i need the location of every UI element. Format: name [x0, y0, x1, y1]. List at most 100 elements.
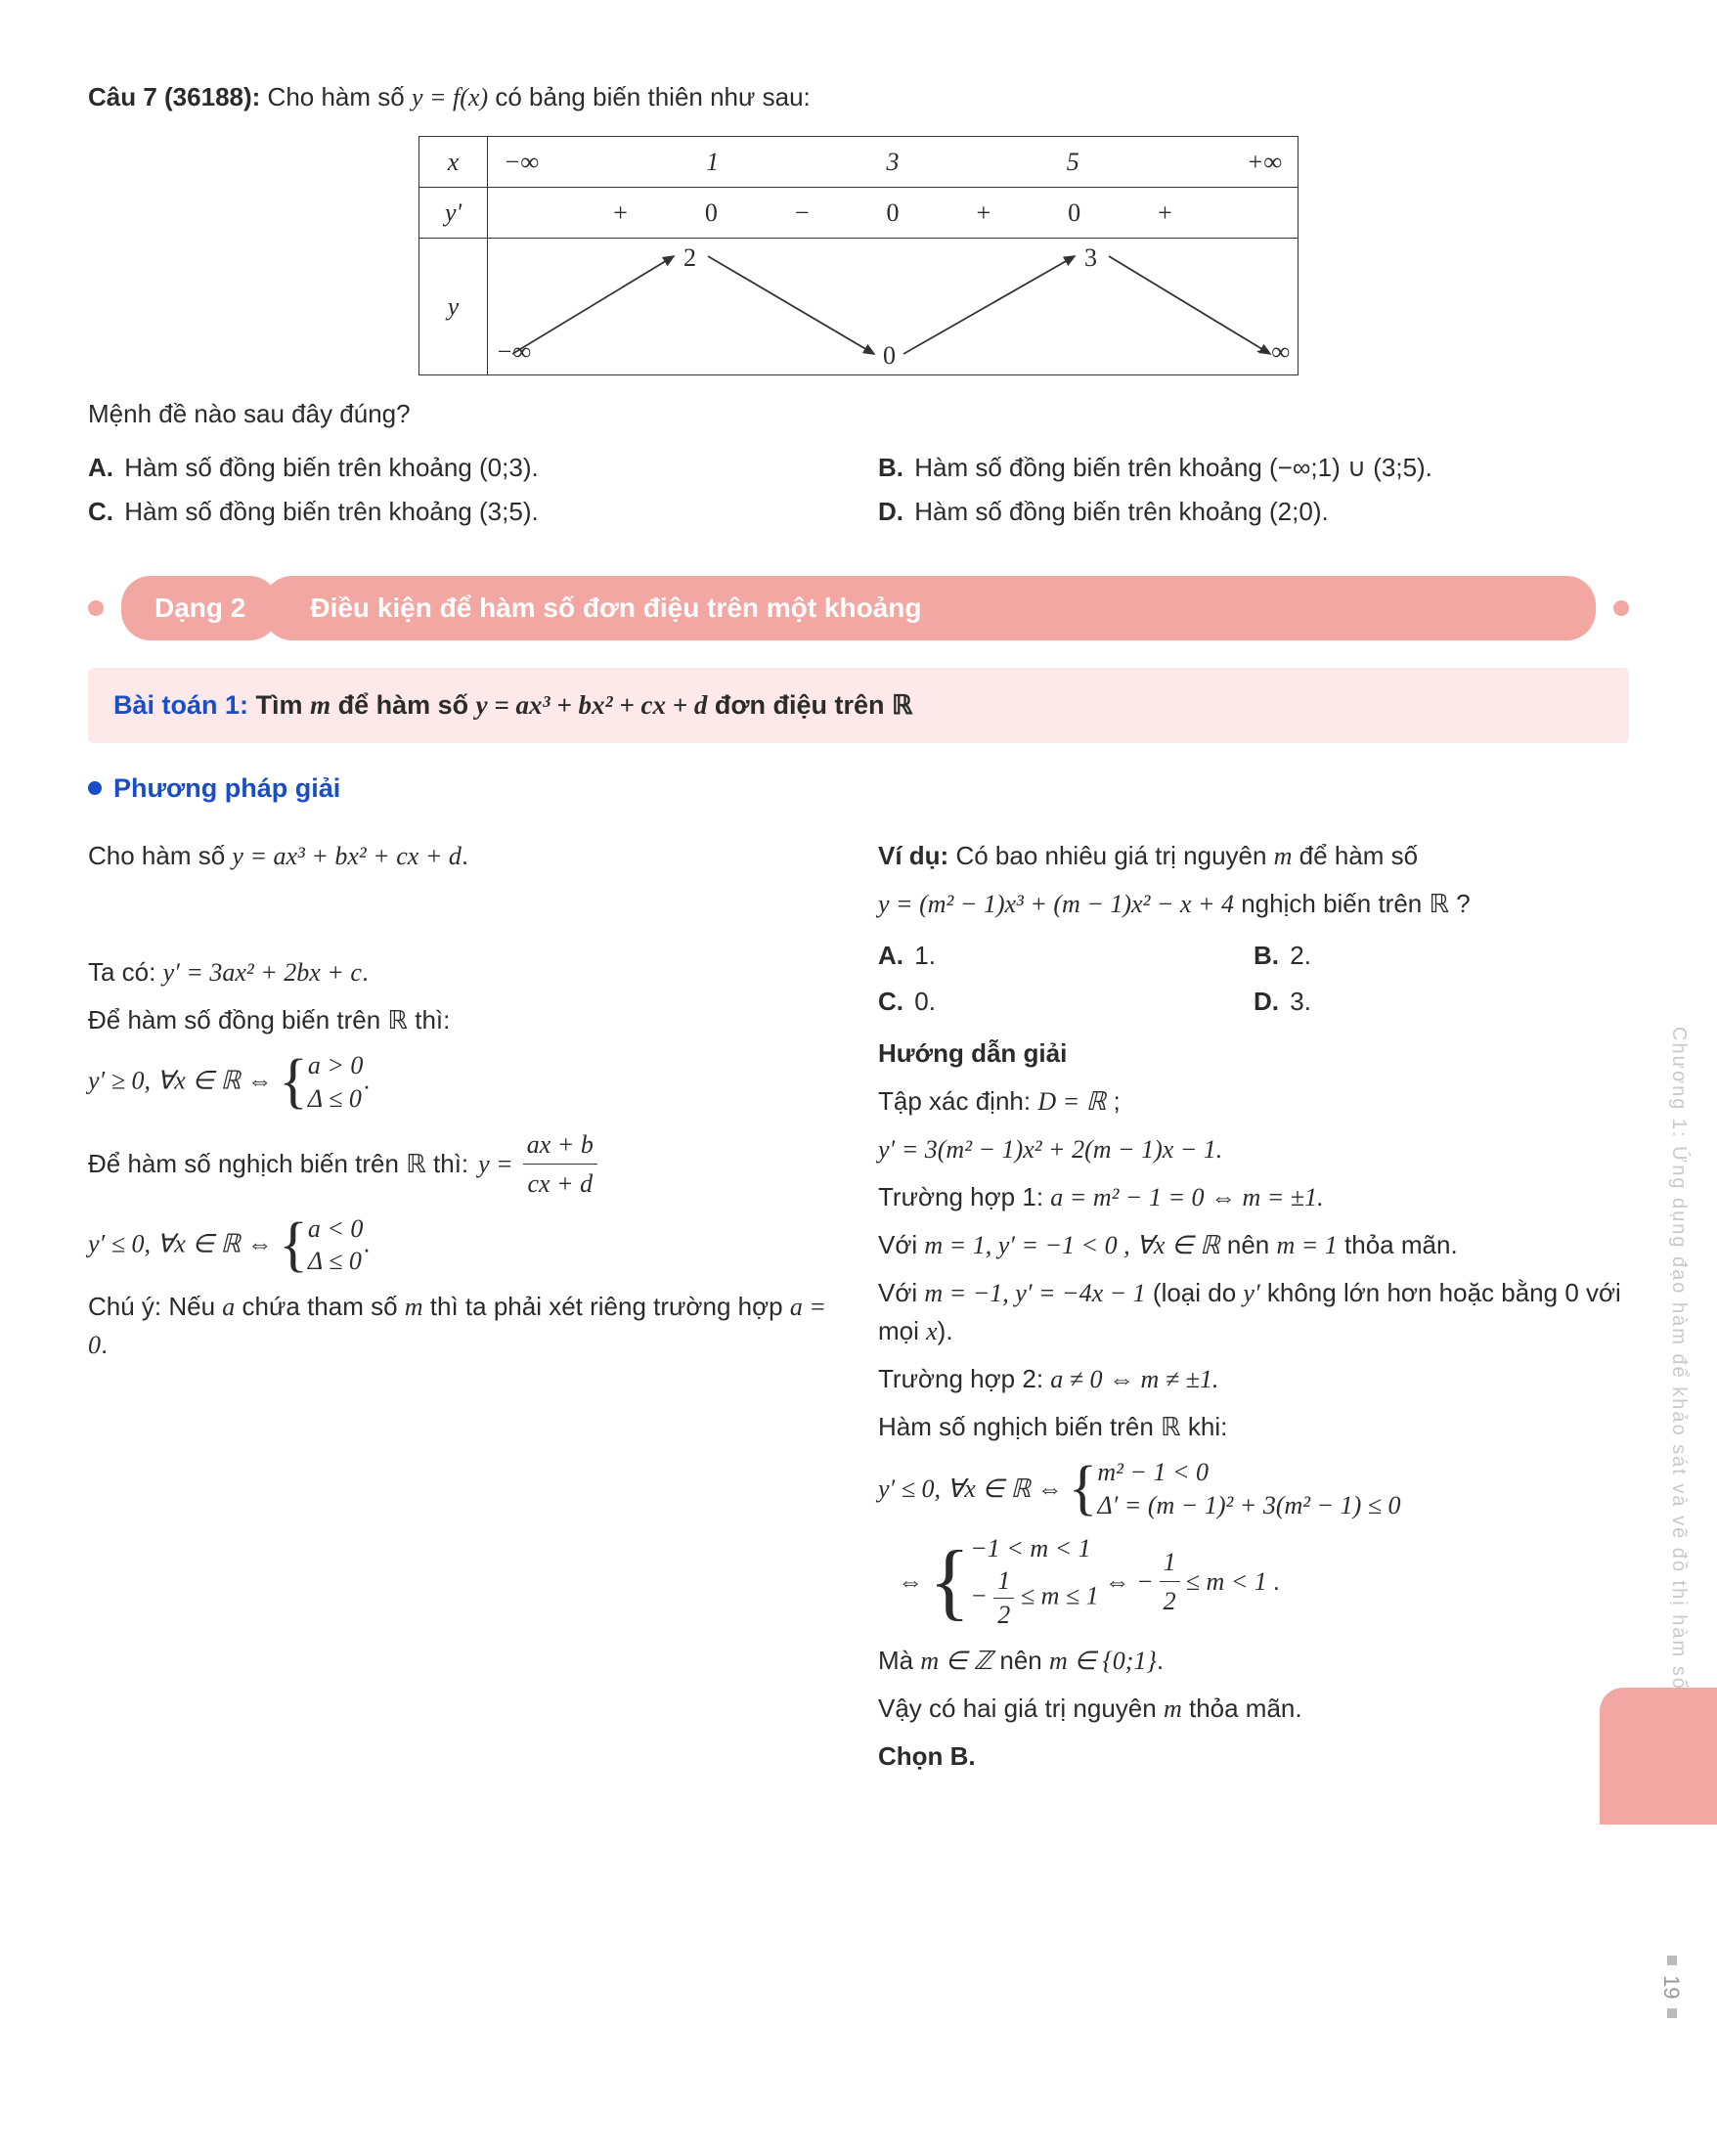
example-options: A. 1. B. 2. C. 0. D. 3. [878, 933, 1629, 1025]
l6-c2: Δ ≤ 0 [308, 1245, 364, 1278]
dot-left [88, 600, 104, 616]
l6-post: . [363, 1228, 370, 1257]
l4-c1: a > 0 [308, 1049, 364, 1082]
l4-post: . [363, 1066, 370, 1095]
s1-math: D = ℝ [1037, 1087, 1106, 1116]
ex-opt-d: 3. [1290, 987, 1311, 1016]
vd-eq: y = (m² − 1)x³ + (m − 1)x² − x + 4 [878, 890, 1234, 918]
right-column: Ví dụ: Có bao nhiêu giá trị nguyên m để … [878, 827, 1629, 1785]
vt-zero: 0 [886, 194, 899, 232]
problem-pre: Tìm [256, 690, 311, 720]
note-post: . [101, 1330, 108, 1359]
l2-math: y′ = 3ax² + 2bx + c [163, 958, 362, 987]
s1-post: ; [1106, 1086, 1120, 1116]
problem-formula: y = ax³ + bx² + cx + d [476, 690, 708, 720]
dot-right [1613, 600, 1629, 616]
vt-sign: + [613, 194, 628, 232]
l5-y: y = [478, 1145, 513, 1183]
vt-yp-label: y' [419, 188, 488, 239]
s10-set: m ∈ {0;1} [1049, 1647, 1157, 1675]
problem-mid: để hàm số [330, 690, 476, 720]
note-mid: chứa tham số [235, 1292, 404, 1321]
ex-opt-b: 2. [1290, 941, 1311, 970]
note-pre: Chú ý: Nếu [88, 1292, 222, 1321]
vt-zero: 0 [705, 194, 718, 232]
q7-statement: Mệnh đề nào sau đây đúng? [88, 395, 1629, 433]
problem-m: m [310, 690, 330, 720]
vt-pos-inf: +∞ [1247, 143, 1282, 181]
problem-box: Bài toán 1: Tìm m để hàm số y = ax³ + bx… [88, 668, 1629, 743]
note-a: a [222, 1293, 235, 1321]
variation-table: x −∞ 1 3 5 +∞ y' −∞ + 0 − 0 + 0 + +∞ [418, 136, 1299, 375]
l6-lhs: y′ ≤ 0, ∀x ∈ ℝ ⇔ [88, 1229, 279, 1257]
vd-mid: để hàm số [1292, 841, 1418, 870]
s6-math: a ≠ 0 ⇔ m ≠ ±1. [1050, 1365, 1218, 1393]
ex-opt-a: 1. [914, 941, 936, 970]
question-7: Câu 7 (36188): Cho hàm số y = f(x) có bả… [88, 78, 1629, 116]
method-heading: Phương pháp giải [88, 769, 1629, 809]
s10-post: . [1157, 1646, 1164, 1675]
s9-c1: −1 < m < 1 [970, 1532, 1098, 1565]
l4-c2: Δ ≤ 0 [308, 1082, 364, 1116]
s9-iff: ⇔ [898, 1562, 923, 1601]
vt-sign: − [795, 194, 810, 232]
corner-tab [1600, 1688, 1717, 1825]
note-m: m [405, 1293, 423, 1321]
l5-num: ax + b [523, 1125, 597, 1165]
s11-post: thỏa mãn. [1182, 1694, 1302, 1723]
vt-bot: 0 [883, 336, 896, 374]
l1-pre: Cho hàm số [88, 841, 232, 870]
vt-sign: + [976, 194, 991, 232]
problem-post: đơn điệu trên ℝ [707, 690, 912, 720]
vd-label: Ví dụ: [878, 841, 948, 870]
s11-pre: Vậy có hai giá trị nguyên [878, 1694, 1164, 1723]
s9-c2b: ≤ m ≤ 1 [1014, 1582, 1098, 1610]
page-number: 19 [1655, 1975, 1688, 1999]
s8-c1: m² − 1 < 0 [1097, 1456, 1400, 1489]
vt-neg-inf: −∞ [504, 143, 539, 181]
s2: y′ = 3(m² − 1)x² + 2(m − 1)x − 1. [878, 1135, 1222, 1164]
q7-answers: A. Hàm số đồng biến trên khoảng (0;3). C… [88, 443, 1629, 537]
note-mid2: thì ta phải xét riêng trường hợp [423, 1292, 790, 1321]
l6-c1: a < 0 [308, 1212, 364, 1246]
s5-x: x [926, 1317, 938, 1345]
ex-opt-c: 0. [914, 987, 936, 1016]
square-icon [1667, 1956, 1677, 1965]
q7-opt-c: Hàm số đồng biến trên khoảng (3;5). [124, 497, 538, 526]
left-column: Cho hàm số y = ax³ + bx² + cx + d. Ta có… [88, 827, 839, 1785]
s9-rhs: ≤ m < 1 [1186, 1562, 1267, 1601]
l5-den: cx + d [523, 1165, 597, 1203]
vt-sign: + [1158, 194, 1172, 232]
vt-zero: 0 [1068, 194, 1080, 232]
s5-mid: (loại do [1146, 1278, 1244, 1307]
square-icon [1667, 2008, 1677, 2018]
l4-lhs: y′ ≥ 0, ∀x ∈ ℝ ⇔ [88, 1067, 279, 1095]
s11-m: m [1164, 1694, 1182, 1723]
s7: Hàm số nghịch biến trên ℝ khi: [878, 1408, 1629, 1446]
s9-num2: 1 [1160, 1543, 1180, 1582]
s9-den2: 2 [1160, 1582, 1180, 1620]
l1-post: . [462, 841, 468, 870]
q7-opt-a: Hàm số đồng biến trên khoảng (0;3). [124, 453, 538, 482]
vd-pre: Có bao nhiêu giá trị nguyên [948, 841, 1273, 870]
answer-choice: Chọn B. [878, 1738, 1629, 1776]
s10-mid: nên [992, 1646, 1049, 1675]
s9-post: . [1273, 1562, 1280, 1601]
l3: Để hàm số đồng biến trên ℝ thì: [88, 1001, 839, 1039]
s4-mid: nên [1220, 1230, 1277, 1259]
dang-title: Điều kiện để hàm số đơn điệu trên một kh… [263, 576, 1596, 640]
s5-yp: y′ [1243, 1279, 1259, 1307]
s4-math: m = 1, y′ = −1 < 0 , ∀x ∈ ℝ [924, 1231, 1219, 1259]
q7-opt-b: Hàm số đồng biến trên khoảng (−∞;1) ∪ (3… [914, 453, 1432, 482]
section-banner: Dạng 2 Điều kiện để hàm số đơn điệu trên… [88, 576, 1629, 640]
problem-label: Bài toán 1: [113, 690, 248, 720]
s5-math: m = −1, y′ = −4x − 1 [924, 1279, 1145, 1307]
s5-end: ). [938, 1316, 953, 1345]
s10-math: m ∈ ℤ [920, 1647, 992, 1675]
method-text: Phương pháp giải [113, 769, 340, 809]
l1-math: y = ax³ + bx² + cx + d [232, 842, 461, 870]
s10-pre: Mà [878, 1646, 920, 1675]
hdg-heading: Hướng dẫn giải [878, 1034, 1629, 1073]
two-column-body: Cho hàm số y = ax³ + bx² + cx + d. Ta có… [88, 827, 1629, 1785]
vd-post: nghịch biến trên ℝ ? [1234, 889, 1471, 918]
